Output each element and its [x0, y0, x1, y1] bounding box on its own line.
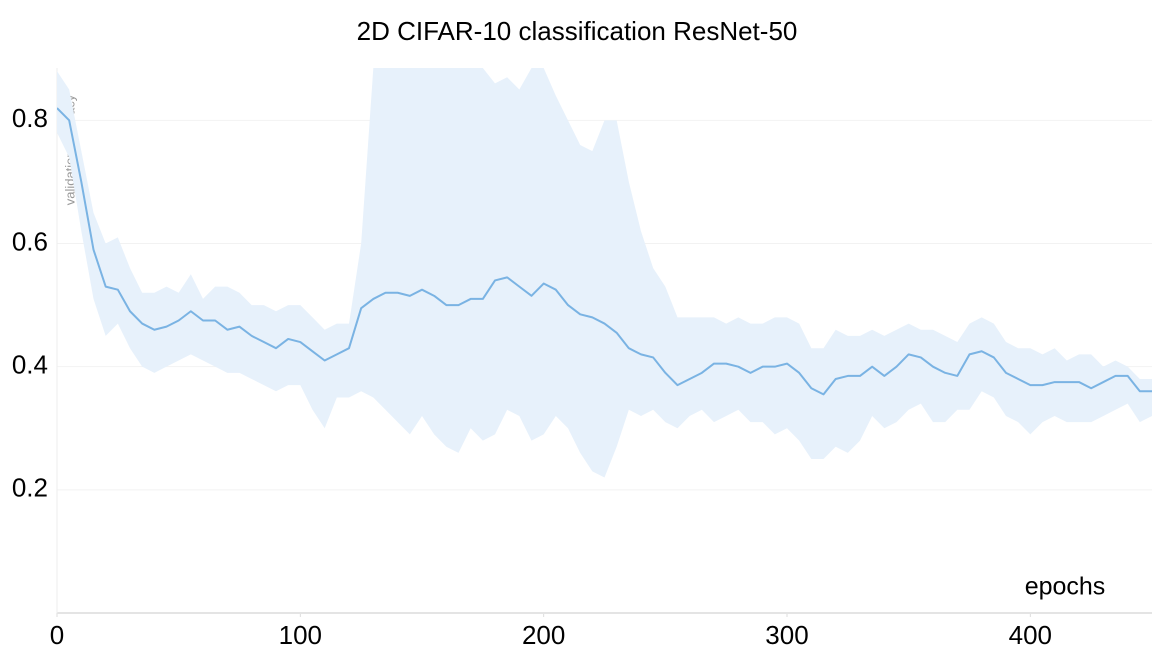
x-axis-label: epochs: [1025, 573, 1106, 601]
y-tick-label: 0.6: [12, 226, 48, 256]
y-tick-label: 0.4: [12, 350, 48, 380]
x-tick-label: 400: [1009, 620, 1052, 650]
chart-title: 2D CIFAR-10 classification ResNet-50: [357, 16, 798, 46]
plot-area: [57, 68, 1152, 478]
band: [57, 68, 1152, 478]
x-tick-label: 200: [522, 620, 565, 650]
y-tick-label: 0.8: [12, 103, 48, 133]
y-tick-label: 0.2: [12, 473, 48, 503]
x-tick-label: 100: [279, 620, 322, 650]
x-tick-label: 0: [50, 620, 64, 650]
line: [57, 107, 1152, 396]
x-tick-label: 300: [765, 620, 808, 650]
